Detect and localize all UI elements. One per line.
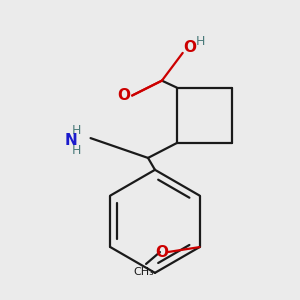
Text: N: N <box>64 133 77 148</box>
Text: H: H <box>72 124 81 137</box>
Text: H: H <box>196 34 205 47</box>
Text: O: O <box>155 244 168 260</box>
Text: O: O <box>183 40 196 56</box>
Text: CH₃: CH₃ <box>134 267 154 277</box>
Text: O: O <box>118 88 131 103</box>
Text: H: H <box>72 143 81 157</box>
